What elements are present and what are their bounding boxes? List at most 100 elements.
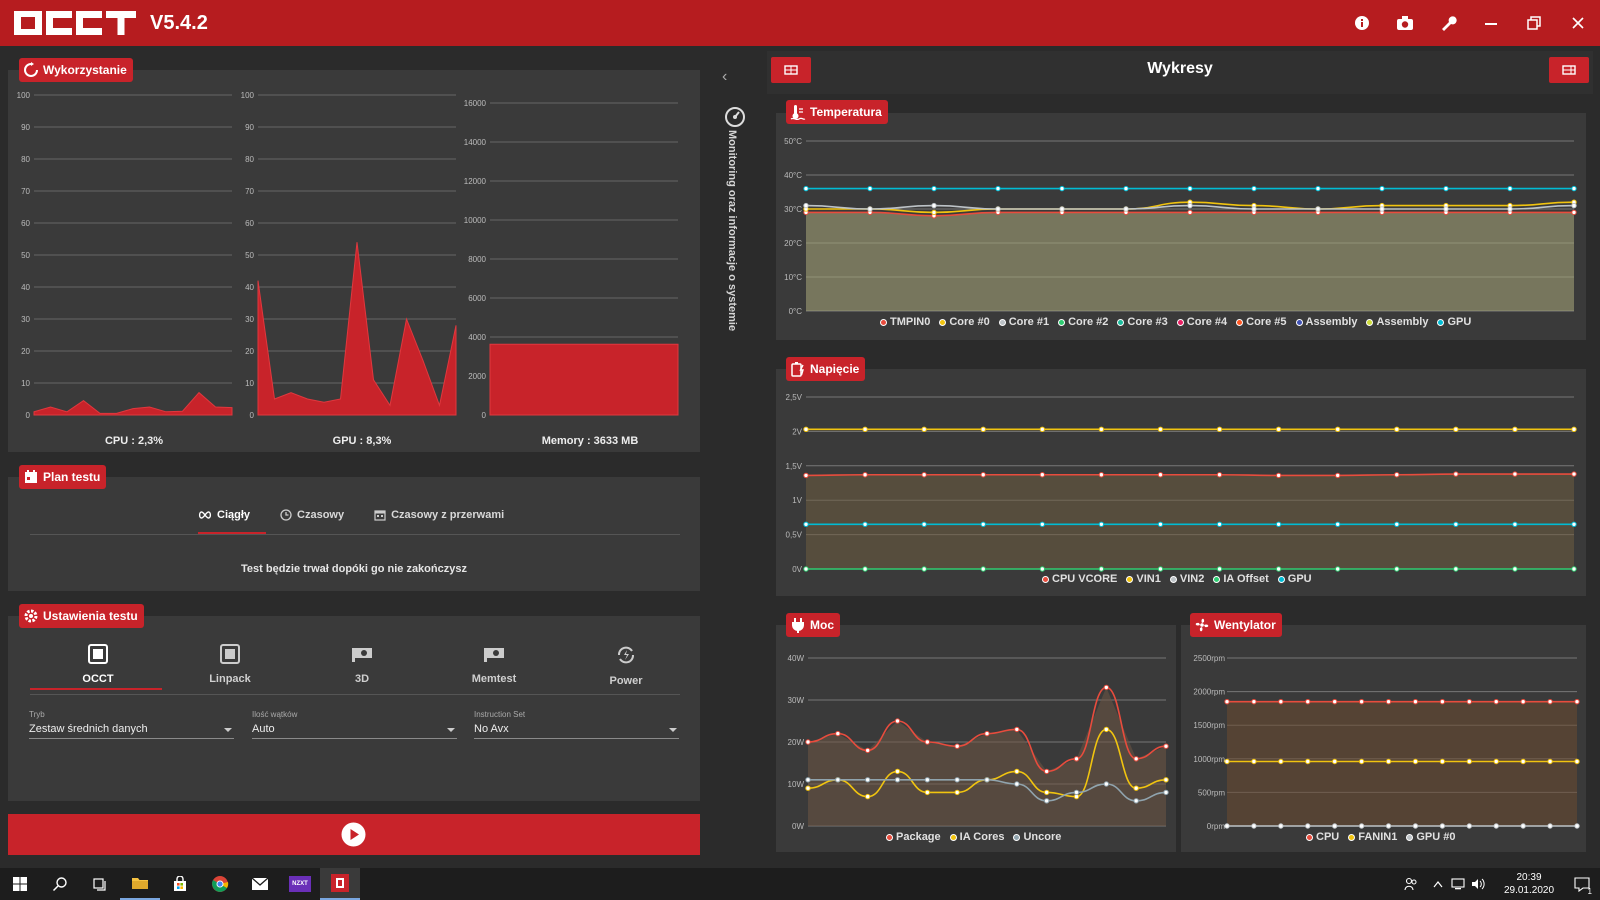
- data-point: [1394, 566, 1400, 572]
- data-point: [995, 206, 1001, 212]
- store-icon[interactable]: [160, 868, 200, 900]
- mode-select[interactable]: Tryb Zestaw średnich danych: [29, 710, 234, 739]
- active-tab-indicator: [198, 532, 266, 534]
- tick-label: 20°C: [784, 239, 802, 248]
- data-point: [1358, 698, 1365, 705]
- power-badge: Moc: [786, 613, 840, 637]
- legend-label: Core #3: [1127, 316, 1168, 328]
- instruction-set-value[interactable]: No Avx: [474, 723, 679, 739]
- test-linpack[interactable]: Linpack: [165, 644, 295, 685]
- mode-value[interactable]: Zestaw średnich danych: [29, 723, 234, 739]
- close-icon[interactable]: [1566, 11, 1590, 35]
- legend-item[interactable]: Core #0: [939, 316, 990, 328]
- legend-label: CPU: [1316, 831, 1340, 843]
- tick-label: 4000: [468, 333, 486, 342]
- tick-label: 10: [245, 379, 254, 388]
- data-point: [803, 202, 809, 209]
- legend-item[interactable]: VIN1: [1126, 573, 1161, 585]
- data-point: [1251, 758, 1257, 765]
- legend-item[interactable]: Uncore: [1013, 831, 1061, 843]
- data-point: [1163, 743, 1169, 749]
- legend-item[interactable]: FANIN1: [1348, 831, 1397, 843]
- legend-dot: [1437, 318, 1445, 326]
- legend-item[interactable]: IA Offset: [1213, 573, 1269, 585]
- network-icon[interactable]: [1448, 868, 1468, 900]
- legend-item[interactable]: Core #5: [1236, 316, 1287, 328]
- data-point: [1443, 185, 1449, 192]
- data-point: [1571, 426, 1577, 433]
- legend-item[interactable]: Core #3: [1117, 316, 1168, 328]
- monitoring-side-tab[interactable]: Monitoring oraz informacje o systemie: [726, 130, 738, 332]
- data-point: [984, 730, 990, 737]
- data-point: [867, 185, 873, 192]
- test-memtest[interactable]: Memtest: [429, 644, 559, 685]
- legend-item[interactable]: IA Cores: [949, 831, 1004, 843]
- tab-czasowy-z-przerwami[interactable]: Czasowy z przerwami: [374, 509, 504, 521]
- test-power[interactable]: Power: [561, 644, 691, 687]
- legend-item[interactable]: Assembly: [1295, 316, 1357, 328]
- legend-item[interactable]: CPU: [1306, 831, 1339, 843]
- legend-dot: [1277, 575, 1285, 583]
- instruction-set-select[interactable]: Instruction Set No Avx: [474, 710, 679, 739]
- camera-icon[interactable]: [1393, 11, 1417, 35]
- legend-label: Core #5: [1246, 316, 1287, 328]
- restore-icon[interactable]: [1522, 11, 1546, 35]
- info-icon[interactable]: [1350, 11, 1374, 35]
- start-test-button[interactable]: [8, 814, 700, 855]
- usage-area-2: [489, 343, 679, 416]
- data-point: [1571, 521, 1577, 527]
- test-occt[interactable]: OCCT: [33, 644, 163, 685]
- chevron-up-icon[interactable]: [1428, 868, 1448, 900]
- task-view-icon[interactable]: [80, 868, 120, 900]
- legend-item[interactable]: Core #1: [998, 316, 1049, 328]
- legend-item[interactable]: Assembly: [1366, 316, 1428, 328]
- collapse-chevron-icon[interactable]: ‹: [722, 68, 728, 85]
- legend-item[interactable]: Core #2: [1058, 316, 1108, 328]
- threads-select[interactable]: Ilość wątków Auto: [252, 710, 457, 739]
- data-point: [1133, 785, 1139, 791]
- tab-czasowy[interactable]: Czasowy: [280, 509, 344, 521]
- legend-item[interactable]: GPU: [1277, 573, 1312, 585]
- legend-item[interactable]: TMPIN0: [880, 316, 930, 328]
- legend-item[interactable]: CPU VCORE: [1042, 573, 1117, 585]
- tick-label: 80: [21, 155, 30, 164]
- file-explorer-icon[interactable]: [120, 868, 160, 900]
- minimize-icon[interactable]: [1479, 11, 1503, 35]
- legend-label: Uncore: [1023, 831, 1062, 843]
- tab-ciagly[interactable]: Ciągły: [198, 509, 250, 521]
- charts-layout-button-left[interactable]: [771, 57, 811, 83]
- nzxt-icon[interactable]: NZXT: [280, 868, 320, 900]
- chrome-icon[interactable]: [200, 868, 240, 900]
- data-point: [1014, 768, 1020, 775]
- legend-item[interactable]: Core #4: [1176, 316, 1227, 328]
- threads-value[interactable]: Auto: [252, 723, 457, 739]
- wrench-icon[interactable]: [1436, 11, 1460, 35]
- occt-icon[interactable]: [320, 868, 360, 900]
- data-point: [980, 426, 986, 433]
- volume-icon[interactable]: [1468, 868, 1488, 900]
- notification-icon[interactable]: 1: [1566, 868, 1598, 900]
- charts-layout-button-right[interactable]: [1549, 57, 1589, 83]
- legend-item[interactable]: GPU #0: [1406, 831, 1456, 843]
- mail-icon[interactable]: [240, 868, 280, 900]
- legend-dot: [1236, 318, 1244, 326]
- plan-badge: Plan testu: [19, 465, 107, 489]
- legend-item[interactable]: Package: [886, 831, 941, 843]
- legend-item[interactable]: VIN2: [1169, 573, 1204, 585]
- plan-title: Plan testu: [43, 470, 101, 484]
- legend-label: IA Offset: [1223, 573, 1269, 585]
- people-icon[interactable]: [1398, 868, 1424, 900]
- speedometer-icon[interactable]: [724, 106, 746, 128]
- data-point: [1334, 426, 1341, 433]
- windows-icon[interactable]: [0, 868, 40, 900]
- search-icon[interactable]: [40, 868, 80, 900]
- tick-label: 0,5V: [786, 531, 803, 540]
- test-3d[interactable]: 3D: [297, 644, 427, 685]
- data-point: [1574, 698, 1580, 705]
- data-point: [805, 777, 811, 783]
- data-point: [1412, 698, 1419, 705]
- data-point: [1334, 521, 1341, 527]
- data-point: [1224, 823, 1230, 829]
- system-clock[interactable]: 20:39 29.01.2020: [1494, 871, 1564, 897]
- legend-item[interactable]: GPU: [1437, 316, 1471, 328]
